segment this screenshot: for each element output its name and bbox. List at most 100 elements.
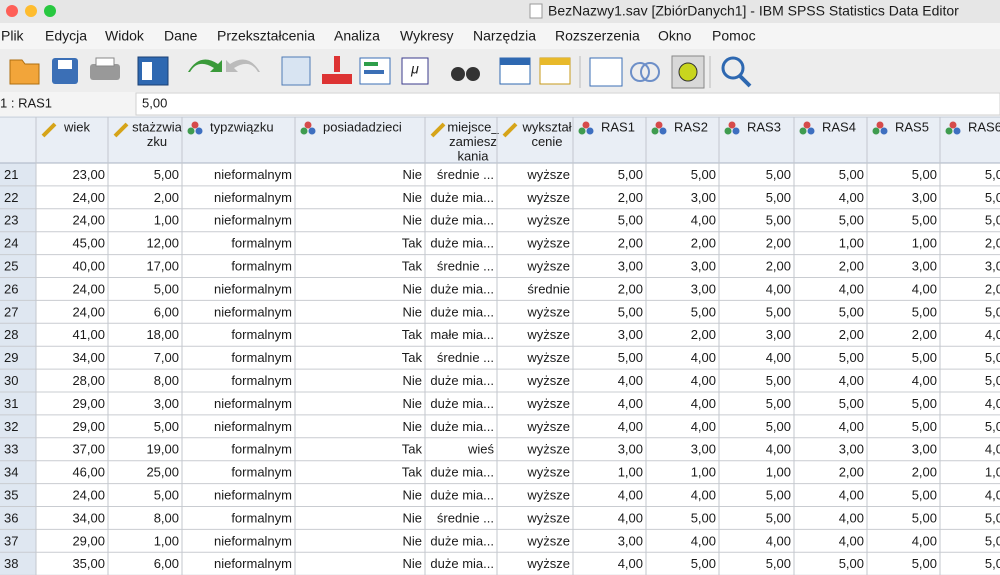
cell[interactable]: 19,00 — [146, 442, 179, 457]
cell[interactable]: 5,0 — [985, 373, 1000, 388]
cell[interactable]: 3,00 — [912, 258, 937, 273]
cell[interactable]: wyższe — [526, 419, 570, 434]
cell[interactable]: duże mia... — [430, 487, 494, 502]
cell[interactable]: wyższe — [526, 465, 570, 480]
cell[interactable]: duże mia... — [430, 396, 494, 411]
cell[interactable]: 2,00 — [618, 190, 643, 205]
cell[interactable]: 5,00 — [766, 213, 791, 228]
cell[interactable]: 4,00 — [839, 533, 864, 548]
cell[interactable]: 24,00 — [72, 190, 105, 205]
cell[interactable]: 24,00 — [72, 304, 105, 319]
cell[interactable]: wyższe — [526, 167, 570, 182]
cell[interactable]: 2,0 — [985, 236, 1000, 251]
cell[interactable]: 4,0 — [985, 396, 1000, 411]
cell[interactable]: Nie — [402, 213, 422, 228]
cell[interactable]: 1,00 — [839, 236, 864, 251]
cell[interactable]: formalnym — [231, 327, 292, 342]
cell[interactable]: nieformalnym — [214, 190, 292, 205]
cell[interactable]: 4,00 — [618, 487, 643, 502]
row-number[interactable]: 24 — [4, 236, 18, 251]
menu-item[interactable]: Okno — [658, 28, 692, 44]
cell[interactable]: 5,00 — [912, 419, 937, 434]
cell[interactable]: duże mia... — [430, 419, 494, 434]
cell[interactable]: nieformalnym — [214, 533, 292, 548]
cell[interactable]: 12,00 — [146, 236, 179, 251]
cell[interactable]: 5,00 — [766, 167, 791, 182]
cell[interactable]: 1,00 — [154, 213, 179, 228]
cell[interactable]: 46,00 — [72, 465, 105, 480]
cell[interactable]: wieś — [467, 442, 495, 457]
cell[interactable]: 5,00 — [154, 419, 179, 434]
menu-item[interactable]: Edycja — [45, 28, 87, 44]
cell[interactable]: Nie — [402, 487, 422, 502]
menu-item[interactable]: Analiza — [334, 28, 380, 44]
cell[interactable]: 3,00 — [912, 190, 937, 205]
menu-item[interactable]: Pomoc — [712, 28, 756, 44]
cell[interactable]: 4,00 — [691, 373, 716, 388]
cell[interactable]: 3,00 — [618, 442, 643, 457]
cell[interactable]: 4,00 — [691, 533, 716, 548]
redo-icon[interactable] — [226, 59, 260, 73]
cell[interactable]: Nie — [402, 533, 422, 548]
cell[interactable]: 3,00 — [691, 442, 716, 457]
cell[interactable]: 5,00 — [154, 281, 179, 296]
cell[interactable]: wyższe — [526, 304, 570, 319]
goto-case-icon[interactable] — [281, 56, 311, 86]
cell[interactable]: 5,00 — [912, 167, 937, 182]
menu-item[interactable]: Dane — [164, 28, 198, 44]
cell[interactable]: 3,00 — [691, 190, 716, 205]
column-header[interactable]: typzwiązku — [187, 119, 274, 135]
cell[interactable]: 29,00 — [72, 533, 105, 548]
cell[interactable]: formalnym — [231, 510, 292, 525]
cell[interactable]: 37,00 — [72, 442, 105, 457]
column-header[interactable]: RAS1 — [578, 119, 635, 135]
cell[interactable]: 5,00 — [839, 304, 864, 319]
cell[interactable]: 1,00 — [618, 465, 643, 480]
cell[interactable]: formalnym — [231, 236, 292, 251]
cell[interactable]: wyższe — [526, 373, 570, 388]
cell[interactable]: formalnym — [231, 258, 292, 273]
cell[interactable]: 2,00 — [912, 465, 937, 480]
cell[interactable]: 1,00 — [766, 465, 791, 480]
cell[interactable]: średnie ... — [437, 350, 494, 365]
find-icon-left[interactable] — [451, 67, 465, 81]
cell[interactable]: Nie — [402, 556, 422, 571]
cell[interactable]: 5,00 — [766, 190, 791, 205]
cell[interactable]: duże mia... — [430, 304, 494, 319]
cell[interactable]: 4,00 — [766, 533, 791, 548]
find-variable-icon[interactable] — [401, 57, 429, 85]
cell[interactable]: wyższe — [526, 556, 570, 571]
cell[interactable]: 4,0 — [985, 442, 1000, 457]
row-number[interactable]: 36 — [4, 510, 18, 525]
cell[interactable]: nieformalnym — [214, 487, 292, 502]
cell[interactable]: wyższe — [526, 396, 570, 411]
cell[interactable]: 2,00 — [766, 258, 791, 273]
cell[interactable]: 5,00 — [691, 510, 716, 525]
column-header[interactable]: RAS4 — [799, 119, 856, 135]
row-number[interactable]: 21 — [4, 167, 18, 182]
cell[interactable]: 5,0 — [985, 510, 1000, 525]
menu-item[interactable]: Przekształcenia — [217, 28, 315, 44]
cell[interactable]: Tak — [402, 327, 423, 342]
cell[interactable]: 5,00 — [766, 304, 791, 319]
cell[interactable]: wyższe — [526, 327, 570, 342]
search-icon[interactable] — [721, 56, 745, 80]
menu-item[interactable]: Widok — [105, 28, 145, 44]
cell[interactable]: 4,00 — [691, 213, 716, 228]
cell[interactable]: Tak — [402, 442, 423, 457]
cell[interactable]: 6,00 — [154, 304, 179, 319]
cell[interactable]: 5,00 — [766, 419, 791, 434]
cell[interactable]: 2,00 — [618, 236, 643, 251]
cell[interactable]: 29,00 — [72, 419, 105, 434]
cell[interactable]: 5,00 — [912, 350, 937, 365]
cell[interactable]: duże mia... — [430, 190, 494, 205]
cell[interactable]: 2,00 — [766, 236, 791, 251]
cell[interactable]: wyższe — [526, 190, 570, 205]
open-icon[interactable] — [9, 59, 40, 85]
cell[interactable]: 3,00 — [691, 281, 716, 296]
cell[interactable]: 24,00 — [72, 487, 105, 502]
cell[interactable]: duże mia... — [430, 533, 494, 548]
cell[interactable]: 1,0 — [985, 465, 1000, 480]
cell[interactable]: średnie ... — [437, 510, 494, 525]
cell[interactable]: duże mia... — [430, 281, 494, 296]
